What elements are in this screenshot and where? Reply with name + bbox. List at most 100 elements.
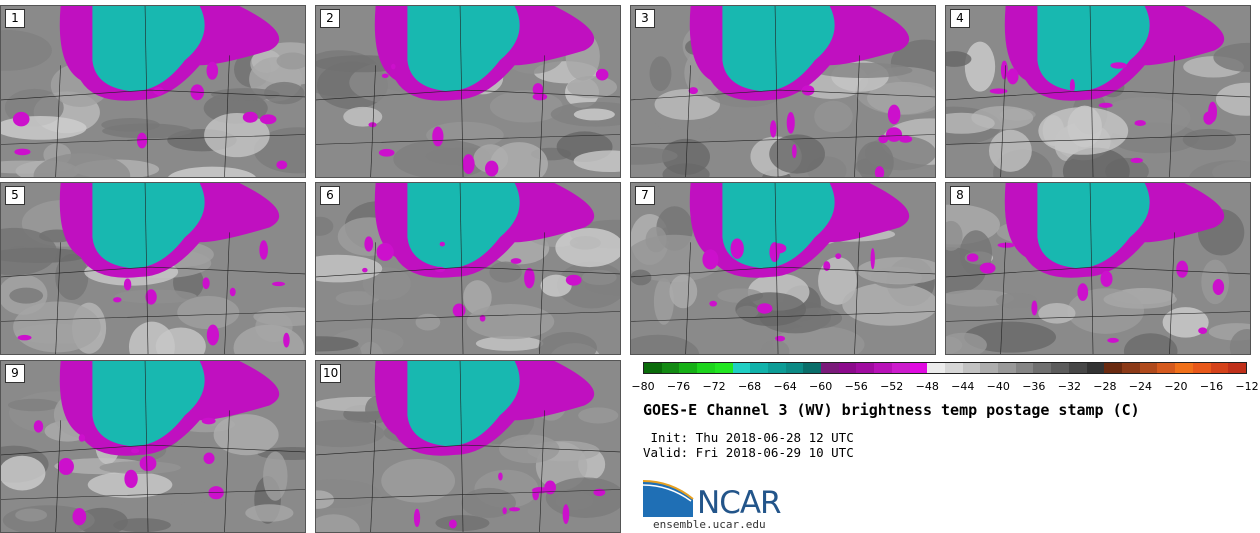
state-border <box>539 410 545 532</box>
cloud-speck <box>1198 327 1208 334</box>
cloud-speck <box>1031 300 1038 316</box>
colorbar-segment <box>944 363 963 373</box>
cloud-speck <box>139 455 157 472</box>
cloud-speck <box>1110 62 1127 69</box>
colorbar-segment <box>1033 363 1052 373</box>
colorbar <box>643 362 1247 374</box>
satellite-map <box>316 183 620 354</box>
cloud-speck <box>283 332 290 348</box>
cloud-speck <box>1100 270 1113 287</box>
cloud-shade <box>555 227 620 268</box>
cloud-speck <box>997 242 1015 248</box>
cloud-shade <box>170 500 219 532</box>
cloud-shade <box>649 56 672 92</box>
cloud-speck <box>1069 79 1075 93</box>
cloud-shade <box>9 287 44 304</box>
cloud-speck <box>1203 111 1215 125</box>
cloud-speck <box>33 420 44 433</box>
ncar-logo-text: NCAR <box>697 485 782 521</box>
cloud-shade <box>857 141 894 177</box>
coldest-cloud-core <box>407 361 520 447</box>
cloud-shade <box>463 280 492 315</box>
cloud-shade <box>316 254 383 283</box>
cloud-speck <box>206 61 219 80</box>
colorbar-segment <box>1192 363 1211 373</box>
cloud-speck <box>206 324 219 346</box>
cloud-shade <box>573 150 620 173</box>
cloud-shade <box>204 113 270 158</box>
colorbar-tick-label: −28 <box>1093 380 1117 393</box>
satellite-map <box>316 361 620 532</box>
cloud-shade <box>1212 161 1250 177</box>
state-border <box>370 242 376 354</box>
state-border <box>946 89 1250 101</box>
colorbar-segment <box>909 363 928 373</box>
colorbar-segment <box>732 363 751 373</box>
state-border <box>631 266 935 278</box>
satellite-map <box>631 183 935 354</box>
cloud-shade <box>168 166 256 177</box>
cloud-speck <box>1007 68 1019 85</box>
cloud-speck <box>391 63 396 70</box>
cloud-shade <box>499 434 560 464</box>
cloud-speck <box>1134 120 1146 127</box>
cloud-shade <box>1229 329 1250 354</box>
colorbar-segment <box>874 363 892 373</box>
state-border <box>1089 6 1094 177</box>
cloud-speck <box>565 274 582 286</box>
cloud-shade <box>7 398 60 412</box>
cloud-shade <box>540 274 572 297</box>
cloud-speck <box>966 253 979 262</box>
state-border <box>55 420 61 532</box>
cloud-shade <box>113 518 171 532</box>
cloud-shade <box>1062 147 1130 177</box>
postage-stamp-panel-5: 5 <box>0 182 306 355</box>
postage-stamp-panel-2: 2 <box>315 5 621 178</box>
panel-number: 3 <box>635 9 655 28</box>
panel-number: 5 <box>5 186 25 205</box>
cloud-speck <box>452 303 466 318</box>
cloud-speck <box>208 486 224 500</box>
colorbar-tick-label: −72 <box>702 380 726 393</box>
cloud-shade <box>316 216 334 236</box>
state-border <box>946 134 1250 145</box>
cloud-speck <box>364 236 374 252</box>
colorbar-segment <box>679 363 698 373</box>
state-border <box>144 361 149 532</box>
cloud-shade <box>867 81 935 115</box>
panel-number: 1 <box>5 9 25 28</box>
cloud-shade <box>1213 42 1250 72</box>
cloud-shade <box>276 52 305 70</box>
cloud-shade <box>435 515 490 531</box>
colorbar-tick-label: −76 <box>666 380 691 393</box>
colorbar-segment <box>644 363 662 373</box>
colorbar-segment <box>750 363 768 373</box>
panel-number: 9 <box>5 364 25 383</box>
cloud-shade <box>335 291 380 306</box>
state-border <box>946 266 1250 278</box>
cloud-speck <box>775 335 786 342</box>
cloud-speck <box>259 114 277 125</box>
colorbar-segment <box>1086 363 1105 373</box>
cloud-speck <box>462 154 475 175</box>
cloud-speck <box>835 253 842 259</box>
cloud-shade <box>489 90 563 123</box>
cloud-speck <box>136 132 148 149</box>
cloud-shade <box>946 332 987 354</box>
cloud-speck <box>508 507 521 512</box>
state-border <box>55 242 61 354</box>
cloud-speck <box>524 267 535 289</box>
panel-number: 6 <box>320 186 340 205</box>
state-border <box>774 6 779 177</box>
cloud-speck <box>272 281 286 287</box>
coldest-cloud-core <box>722 6 835 92</box>
cloud-speck <box>78 434 86 442</box>
colorbar-tick-label: −36 <box>1022 380 1046 393</box>
colorbar-segment <box>1051 363 1069 373</box>
colorbar-segment <box>998 363 1016 373</box>
cloud-shade <box>316 336 359 352</box>
state-border <box>316 89 620 101</box>
state-border <box>370 420 376 532</box>
cloud-speck <box>1098 102 1113 108</box>
cloud-speck <box>544 480 556 495</box>
